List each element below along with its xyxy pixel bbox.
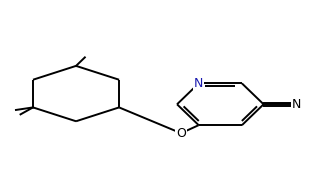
Text: N: N xyxy=(194,77,204,90)
Text: O: O xyxy=(176,127,186,140)
Text: N: N xyxy=(292,98,301,111)
